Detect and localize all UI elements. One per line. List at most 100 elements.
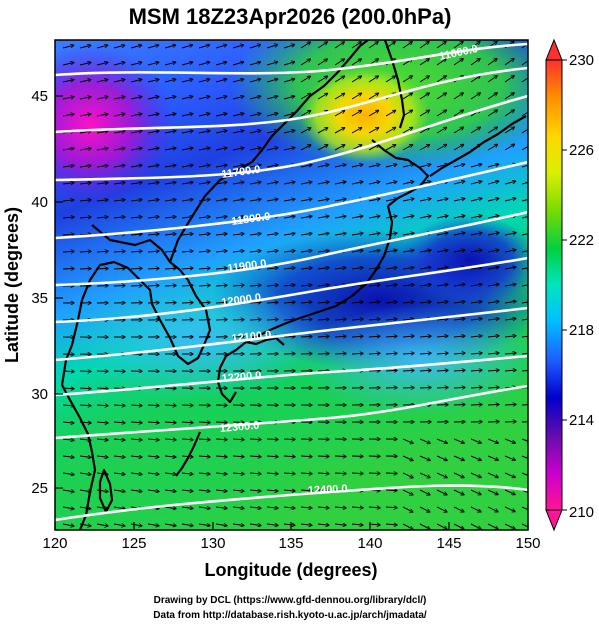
wind-vector xyxy=(79,251,91,252)
wind-vector xyxy=(283,182,295,184)
wind-vector xyxy=(232,285,244,286)
wind-vector xyxy=(470,523,481,529)
wind-vector xyxy=(419,250,431,252)
coastlines xyxy=(60,40,527,530)
wind-vector xyxy=(181,234,193,235)
wind-vector xyxy=(215,251,227,252)
wind-vector xyxy=(385,507,397,508)
wind-vector xyxy=(96,388,108,389)
wind-vector xyxy=(317,302,329,303)
wind-vector xyxy=(266,439,278,440)
wind-vector xyxy=(96,45,108,49)
colorbar-tick-label: 222 xyxy=(569,232,594,249)
wind-vector xyxy=(300,456,312,457)
coastline-hokkaido xyxy=(371,139,430,207)
wind-vector xyxy=(283,456,295,457)
wind-vector xyxy=(215,285,227,286)
wind-vector xyxy=(113,524,125,526)
wind-vector xyxy=(147,422,159,423)
wind-vector xyxy=(266,507,278,508)
wind-vector xyxy=(368,216,380,218)
wind-vector xyxy=(164,456,176,457)
wind-vector xyxy=(79,183,91,184)
wind-vector xyxy=(487,472,498,477)
wind-vector xyxy=(283,62,295,66)
wind-vector xyxy=(62,80,74,83)
wind-vector xyxy=(436,284,448,286)
wind-vector xyxy=(351,216,363,218)
wind-vector xyxy=(436,216,448,219)
y-tick: 35 xyxy=(31,290,63,307)
wind-vector xyxy=(215,96,227,100)
wind-vector xyxy=(385,319,397,320)
wind-vector xyxy=(317,456,329,457)
wind-vector xyxy=(164,439,176,440)
wind-vector xyxy=(130,79,142,83)
wind-vector xyxy=(385,336,397,337)
wind-vector xyxy=(96,97,108,100)
wind-vector xyxy=(470,198,482,202)
wind-vector xyxy=(402,455,413,461)
wind-vector xyxy=(232,234,244,235)
wind-vector xyxy=(62,63,74,66)
wind-vector xyxy=(487,164,499,168)
wind-vector xyxy=(164,507,176,509)
wind-vector xyxy=(215,268,227,269)
wind-vector xyxy=(317,216,329,218)
wind-vector xyxy=(351,165,363,168)
wind-vector xyxy=(113,286,125,287)
wind-vector xyxy=(96,62,108,66)
wind-vector xyxy=(300,285,312,286)
wind-vector xyxy=(368,285,380,286)
wind-vector xyxy=(164,268,176,269)
wind-vector xyxy=(283,233,295,235)
x-tick-label: 145 xyxy=(436,535,461,552)
coastline-kurils xyxy=(429,115,527,177)
wind-vector xyxy=(266,285,278,286)
contour-11600 xyxy=(55,66,528,134)
contour-11700 xyxy=(55,94,528,182)
wind-vector xyxy=(402,319,414,320)
wind-vector xyxy=(419,199,431,202)
wind-vector xyxy=(215,234,227,235)
wind-vector xyxy=(300,94,311,100)
wind-vector xyxy=(402,438,413,443)
y-tick-label: 25 xyxy=(31,480,48,497)
wind-vector xyxy=(368,302,380,303)
wind-vector xyxy=(317,473,329,474)
wind-vector xyxy=(113,200,125,201)
wind-vector xyxy=(198,165,210,167)
wind-vector xyxy=(402,199,414,202)
wind-vector xyxy=(164,182,176,184)
wind-vector xyxy=(147,251,159,252)
wind-vector xyxy=(249,302,261,303)
wind-vector xyxy=(232,473,244,474)
wind-vector xyxy=(198,473,210,474)
wind-vector xyxy=(130,490,142,492)
wind-vector xyxy=(351,111,362,117)
wind-vector xyxy=(79,97,91,100)
wind-vector xyxy=(96,268,108,269)
wind-vector xyxy=(504,144,514,151)
wind-vector xyxy=(300,524,312,525)
wind-vector xyxy=(419,506,430,512)
wind-vector xyxy=(130,473,142,474)
wind-vector xyxy=(402,489,413,495)
x-tick-label: 135 xyxy=(278,535,303,552)
wind-vector xyxy=(317,251,329,253)
contour-12400 xyxy=(55,484,528,522)
wind-vector xyxy=(79,388,91,389)
y-tick: 40 xyxy=(31,194,63,211)
wind-vector xyxy=(402,42,412,49)
wind-vector xyxy=(232,251,244,252)
wind-vector xyxy=(453,405,465,406)
wind-vector xyxy=(79,507,91,509)
y-tick-label: 40 xyxy=(31,194,48,211)
wind-vector xyxy=(453,42,463,49)
wind-vector xyxy=(249,439,261,440)
wind-vector xyxy=(453,110,463,117)
wind-vector xyxy=(436,472,447,478)
wind-vector xyxy=(453,302,465,304)
wind-vector xyxy=(402,285,414,287)
wind-vector xyxy=(453,164,465,168)
